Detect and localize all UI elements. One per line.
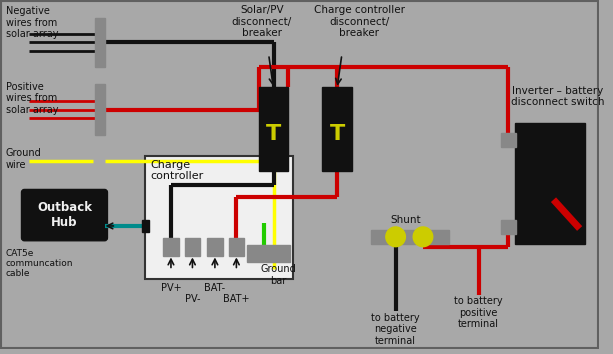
Bar — [185, 238, 200, 256]
Text: T: T — [266, 124, 281, 144]
Text: Outback
Hub: Outback Hub — [37, 201, 92, 229]
Bar — [229, 238, 244, 256]
Bar — [322, 87, 352, 171]
Text: PV-: PV- — [185, 294, 200, 304]
Bar — [247, 245, 290, 262]
Bar — [145, 156, 293, 279]
Text: BAT+: BAT+ — [223, 294, 249, 304]
Text: Shunt: Shunt — [390, 215, 421, 225]
Bar — [142, 220, 150, 232]
Circle shape — [413, 227, 433, 247]
FancyBboxPatch shape — [21, 189, 107, 241]
Text: to battery
negative
terminal: to battery negative terminal — [371, 313, 420, 346]
Bar — [501, 133, 516, 147]
Bar — [515, 123, 585, 244]
Text: CAT5e
communcation
cable: CAT5e communcation cable — [6, 249, 74, 279]
Bar — [163, 238, 179, 256]
Bar — [259, 87, 288, 171]
Text: Solar/PV
disconnect/
breaker: Solar/PV disconnect/ breaker — [232, 5, 292, 38]
Text: Inverter – battery
disconnect switch: Inverter – battery disconnect switch — [511, 86, 604, 108]
Bar — [95, 84, 105, 135]
Text: Ground
wire: Ground wire — [6, 148, 42, 170]
Text: BAT-: BAT- — [204, 283, 226, 293]
Bar — [501, 220, 516, 234]
Text: PV+: PV+ — [161, 283, 181, 293]
Text: Charge controller
disconnect/
breaker: Charge controller disconnect/ breaker — [314, 5, 405, 38]
Bar — [207, 238, 223, 256]
Bar — [371, 230, 449, 244]
Text: T: T — [329, 124, 345, 144]
Text: Positive
wires from
solar array: Positive wires from solar array — [6, 82, 58, 115]
Text: to battery
positive
terminal: to battery positive terminal — [454, 296, 503, 329]
Circle shape — [386, 227, 405, 247]
Bar — [95, 18, 105, 67]
Text: Ground
bar: Ground bar — [261, 264, 296, 286]
Text: Charge
controller: Charge controller — [150, 160, 204, 182]
Text: Negative
wires from
solar array: Negative wires from solar array — [6, 6, 58, 39]
